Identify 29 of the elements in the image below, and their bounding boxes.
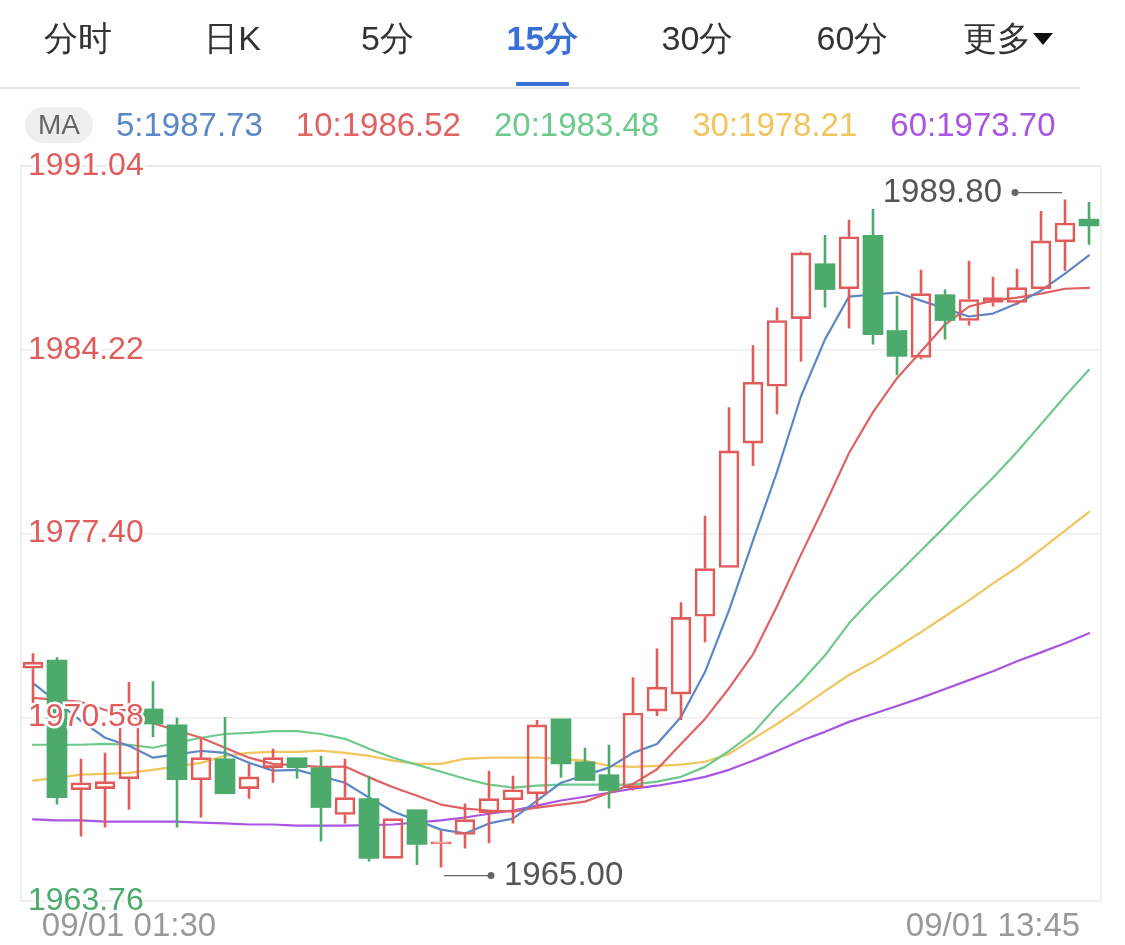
y-tick-label: 1991.04 xyxy=(28,146,144,183)
text: 5分 xyxy=(361,18,414,59)
legend-title: MA xyxy=(25,107,93,143)
text: 10:1986.52 xyxy=(295,106,461,143)
candlestick xyxy=(166,716,188,829)
candlestick xyxy=(814,233,836,309)
candlestick xyxy=(214,715,236,795)
text: 15分 xyxy=(506,18,579,59)
text: 日K xyxy=(204,18,261,59)
text: 20:1983.48 xyxy=(493,106,660,143)
text: 分时 xyxy=(43,18,112,59)
candlestick xyxy=(862,207,884,346)
candlestick xyxy=(310,754,332,843)
text: 5:1987.73 xyxy=(116,106,263,143)
candlestick xyxy=(406,809,428,867)
text: 60:1973.70 xyxy=(890,106,1056,143)
candlestick xyxy=(886,294,908,377)
y-tick-label: 1977.40 xyxy=(28,513,144,550)
text: 1965.00 xyxy=(504,854,624,892)
candlestick xyxy=(358,774,380,863)
x-tick-label: 09/01 13:45 xyxy=(905,905,1081,943)
candlestick xyxy=(934,288,956,341)
text: 30分 xyxy=(661,18,734,59)
y-tick-label: 1984.22 xyxy=(28,329,144,366)
text: 60分 xyxy=(816,18,889,59)
text: 更多 xyxy=(962,18,1031,59)
candlestick xyxy=(598,743,620,810)
text: 30:1978.21 xyxy=(692,106,858,143)
text: 1989.80 xyxy=(882,171,1002,209)
